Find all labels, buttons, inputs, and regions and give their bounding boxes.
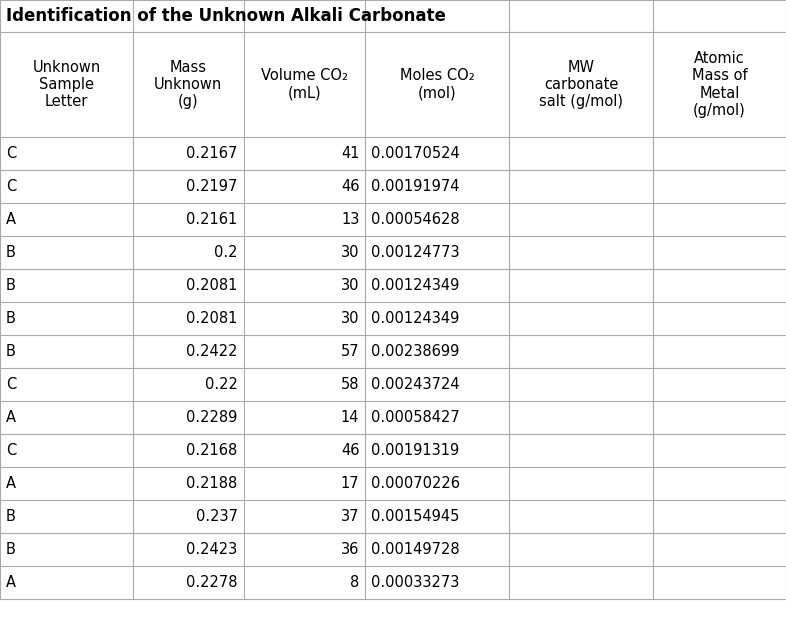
Text: 0.00149728: 0.00149728 [371,542,460,557]
Text: 0.2167: 0.2167 [186,146,237,161]
Text: 37: 37 [341,509,359,524]
Text: Mass
Unknown
(g): Mass Unknown (g) [154,59,222,109]
Text: 13: 13 [341,212,359,227]
Text: 0.2: 0.2 [214,245,237,260]
Text: 8: 8 [350,575,359,590]
Text: Atomic
Mass of
Metal
(g/mol): Atomic Mass of Metal (g/mol) [692,51,747,118]
Text: 0.2168: 0.2168 [186,443,237,458]
Text: 0.00170524: 0.00170524 [371,146,460,161]
Text: Identification of the Unknown Alkali Carbonate: Identification of the Unknown Alkali Car… [6,7,446,25]
Text: 0.00124349: 0.00124349 [371,278,460,293]
Text: A: A [6,575,16,590]
Text: 0.00058427: 0.00058427 [371,410,460,425]
Text: 30: 30 [341,278,359,293]
Text: B: B [6,542,16,557]
Text: 0.00154945: 0.00154945 [371,509,460,524]
Text: 0.00191974: 0.00191974 [371,179,460,194]
Text: 30: 30 [341,311,359,326]
Text: 17: 17 [340,476,359,491]
Text: Unknown
Sample
Letter: Unknown Sample Letter [32,59,101,109]
Text: C: C [6,377,17,392]
Text: 14: 14 [341,410,359,425]
Text: 0.2188: 0.2188 [186,476,237,491]
Text: 0.00070226: 0.00070226 [371,476,461,491]
Text: C: C [6,146,17,161]
Text: A: A [6,410,16,425]
Text: 41: 41 [341,146,359,161]
Text: A: A [6,476,16,491]
Text: 0.00124349: 0.00124349 [371,311,460,326]
Text: Volume CO₂
(mL): Volume CO₂ (mL) [261,69,348,101]
Text: 0.2081: 0.2081 [186,311,237,326]
Text: B: B [6,311,16,326]
Text: 0.00124773: 0.00124773 [371,245,460,260]
Text: 0.2278: 0.2278 [186,575,237,590]
Text: 46: 46 [341,443,359,458]
Text: C: C [6,443,17,458]
Text: 0.00238699: 0.00238699 [371,344,460,359]
Text: 0.2422: 0.2422 [186,344,237,359]
Text: 57: 57 [340,344,359,359]
Text: 0.00191319: 0.00191319 [371,443,460,458]
Text: Moles CO₂
(mol): Moles CO₂ (mol) [400,69,475,101]
Text: B: B [6,245,16,260]
Text: A: A [6,212,16,227]
Text: B: B [6,509,16,524]
Text: 30: 30 [341,245,359,260]
Text: 0.2289: 0.2289 [186,410,237,425]
Text: 0.2197: 0.2197 [186,179,237,194]
Text: 0.00243724: 0.00243724 [371,377,460,392]
Text: 0.2161: 0.2161 [186,212,237,227]
Text: 36: 36 [341,542,359,557]
Text: B: B [6,344,16,359]
Text: C: C [6,179,17,194]
Text: 58: 58 [341,377,359,392]
Text: 0.237: 0.237 [196,509,237,524]
Text: B: B [6,278,16,293]
Text: 0.2423: 0.2423 [186,542,237,557]
Text: 46: 46 [341,179,359,194]
Text: 0.00033273: 0.00033273 [371,575,460,590]
Text: MW
carbonate
salt (g/mol): MW carbonate salt (g/mol) [539,59,623,109]
Text: 0.00054628: 0.00054628 [371,212,460,227]
Text: 0.22: 0.22 [204,377,237,392]
Text: 0.2081: 0.2081 [186,278,237,293]
